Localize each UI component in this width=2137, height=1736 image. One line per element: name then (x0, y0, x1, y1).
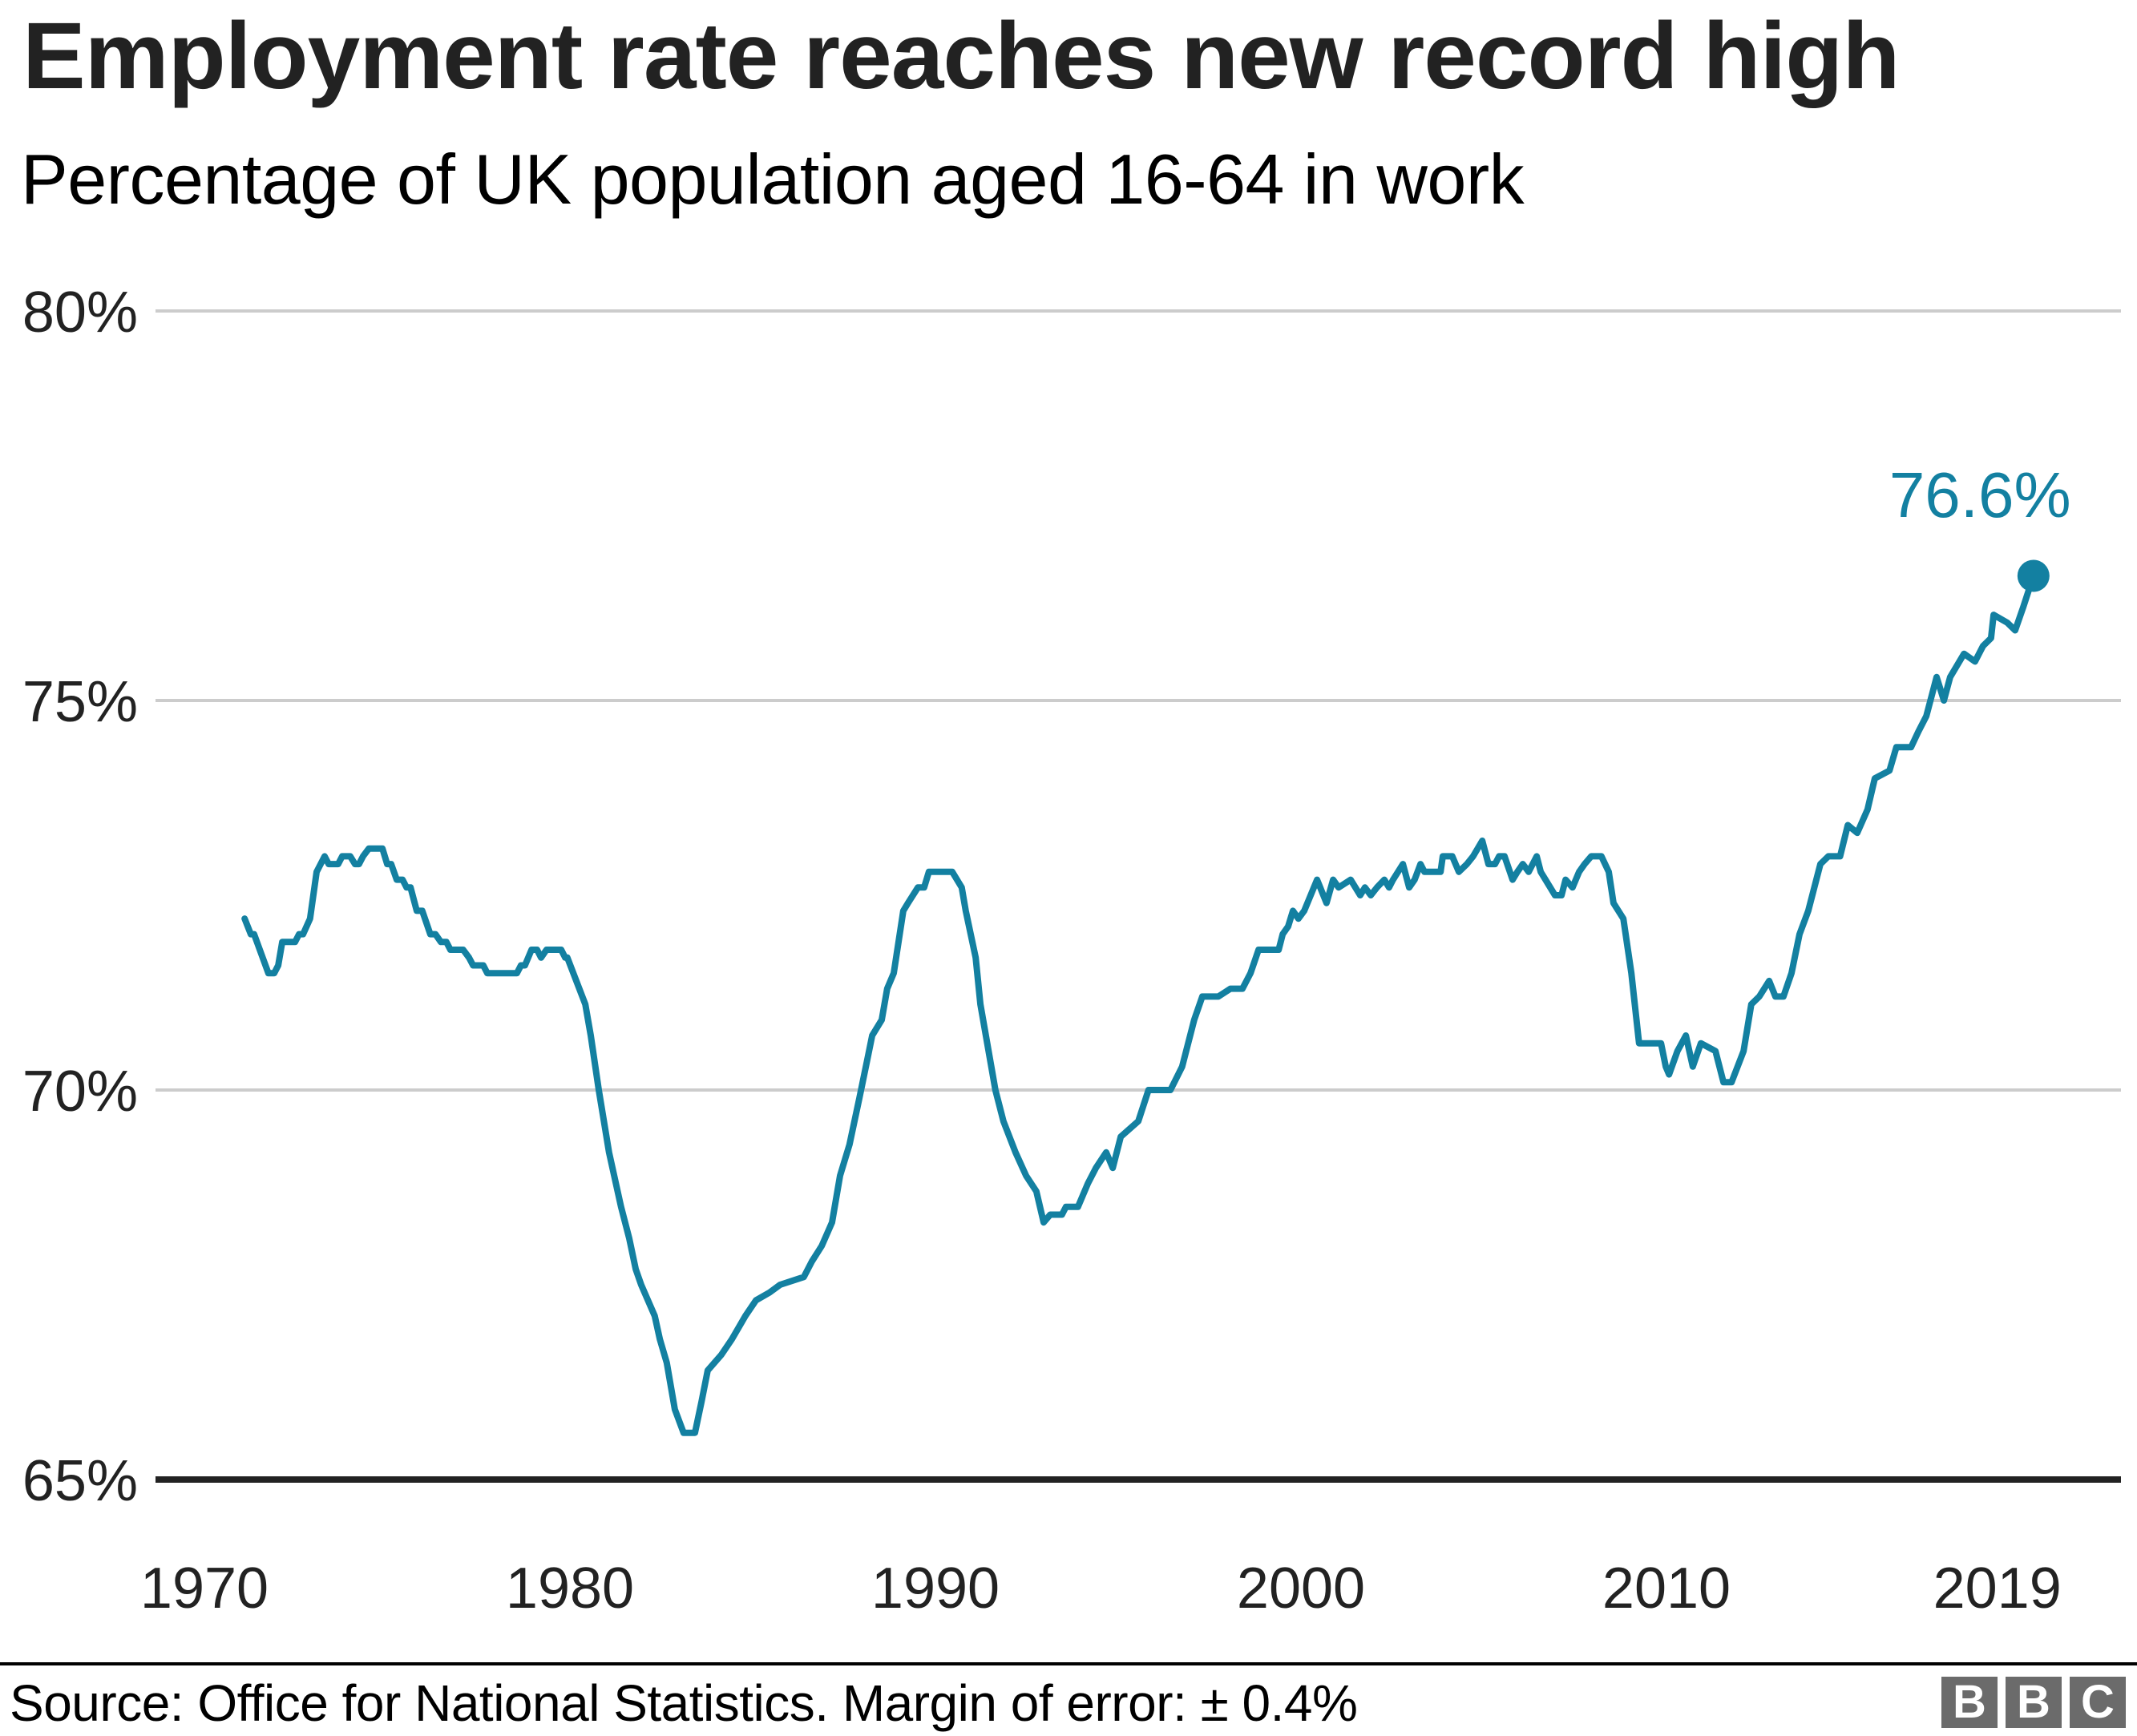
bbc-logo-letter: C (2070, 1677, 2126, 1728)
bbc-logo-letter: B (1941, 1677, 1998, 1728)
chart-title: Employment rate reaches new record high (22, 3, 1900, 109)
x-tick-label: 2019 (1933, 1556, 2062, 1621)
gridlines (156, 309, 2121, 1483)
latest-value-label: 76.6% (1889, 459, 2071, 531)
footer-divider (0, 1662, 2137, 1665)
latest-value-marker (2017, 559, 2050, 592)
chart-subtitle: Percentage of UK population aged 16-64 i… (21, 139, 1525, 219)
source-note: Source: Office for National Statistics. … (10, 1674, 1358, 1732)
x-tick-label: 1970 (139, 1556, 269, 1621)
y-tick-label: 80% (22, 281, 138, 345)
x-tick-label: 1980 (505, 1556, 635, 1621)
employment-rate-line (241, 572, 2037, 1436)
bbc-logo-letter: B (2006, 1677, 2062, 1728)
x-tick-label: 2000 (1236, 1556, 1366, 1621)
y-tick-label: 75% (22, 670, 138, 734)
x-tick-label: 2010 (1602, 1556, 1731, 1621)
y-tick-label: 65% (22, 1449, 138, 1513)
bbc-logo: B B C (1941, 1677, 2126, 1728)
x-tick-label: 1990 (871, 1556, 1000, 1621)
y-tick-label: 70% (22, 1060, 138, 1124)
